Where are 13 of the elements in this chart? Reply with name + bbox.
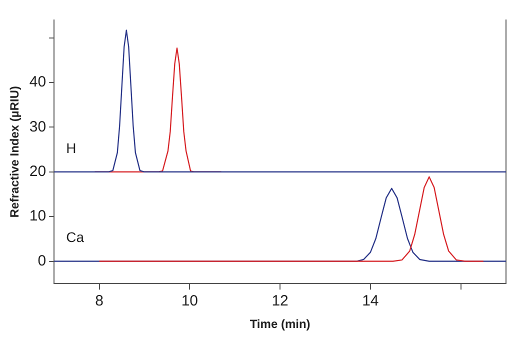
- annotation: H: [66, 140, 76, 156]
- x-tick-label: 14: [362, 292, 379, 310]
- y-tick-label: 20: [29, 163, 46, 180]
- x-tick-label: 10: [181, 292, 198, 310]
- y-tick-label: 0: [38, 252, 46, 270]
- x-tick-label: 12: [272, 292, 288, 310]
- y-tick-label: 30: [29, 118, 46, 136]
- annotation: Ca: [66, 229, 84, 246]
- y-tick-label: 40: [29, 74, 46, 91]
- y-tick-label: 10: [29, 208, 46, 225]
- y-axis-title: Refractive Index (µRIU): [8, 86, 22, 218]
- x-tick-label: 8: [95, 292, 104, 310]
- x-axis-title: Time (min): [250, 317, 310, 332]
